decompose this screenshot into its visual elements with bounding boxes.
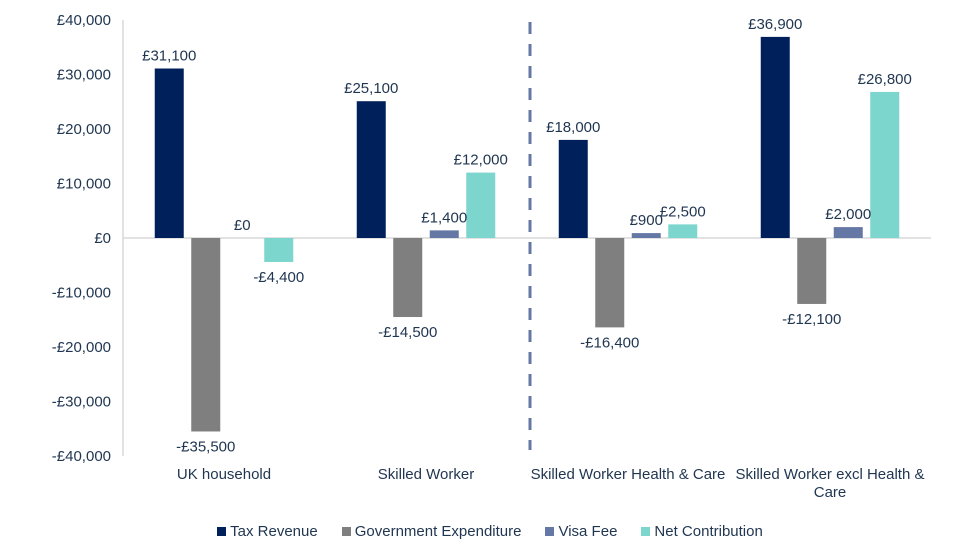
legend-swatch bbox=[341, 527, 351, 536]
data-label: £2,500 bbox=[660, 203, 706, 220]
y-axis-ticks: £40,000 £30,000 £20,000 £10,000 £0 -£10,000 -£… bbox=[52, 12, 111, 465]
category-label: Care bbox=[814, 484, 847, 501]
category-labels: UK household Skilled Worker Skilled Worker… bbox=[177, 466, 925, 501]
legend-label: Net Contribution bbox=[654, 523, 763, 540]
legend-item: Visa Fee bbox=[545, 523, 617, 540]
data-label: -£16,400 bbox=[580, 334, 639, 351]
data-labels: £31,100 £25,100 £18,000 £36,900 -£35,500 -£14… bbox=[142, 16, 912, 456]
y-tick-label: -£20,000 bbox=[52, 339, 111, 356]
bar-net-contribution bbox=[264, 238, 294, 262]
data-label: £12,000 bbox=[454, 152, 508, 169]
data-label: £36,900 bbox=[748, 16, 802, 33]
legend-item: Tax Revenue bbox=[217, 523, 318, 540]
legend-swatch bbox=[641, 527, 651, 536]
legend-item: Net Contribution bbox=[641, 523, 763, 540]
category-label: Skilled Worker Health & Care bbox=[531, 466, 726, 483]
bar-tax-revenue bbox=[154, 68, 184, 238]
legend-item: Government Expenditure bbox=[341, 523, 522, 540]
data-label: £900 bbox=[630, 212, 663, 229]
category-label: Skilled Worker bbox=[378, 466, 474, 483]
data-label: £2,000 bbox=[825, 206, 871, 223]
bar-net-contribution bbox=[668, 224, 698, 238]
data-label: -£12,100 bbox=[782, 311, 841, 328]
data-label: £18,000 bbox=[546, 119, 600, 136]
legend-label: Government Expenditure bbox=[354, 523, 522, 540]
bar-government-expenditure bbox=[191, 238, 221, 432]
data-label: £0 bbox=[234, 217, 251, 234]
y-tick-label: £20,000 bbox=[57, 121, 111, 138]
legend-label: Visa Fee bbox=[558, 523, 618, 540]
y-tick-label: £10,000 bbox=[57, 176, 111, 193]
data-label: £26,800 bbox=[858, 71, 912, 88]
bars bbox=[154, 36, 900, 432]
bar-visa-fee bbox=[833, 227, 863, 238]
category-label: Skilled Worker excl Health & bbox=[736, 466, 925, 483]
legend-swatch bbox=[545, 527, 555, 536]
bar-visa-fee bbox=[631, 233, 661, 238]
category-label: UK household bbox=[177, 466, 271, 483]
legend: Tax Revenue Government Expenditure Visa Fe… bbox=[0, 523, 980, 540]
legend-label: Tax Revenue bbox=[230, 523, 318, 540]
data-label: £31,100 bbox=[142, 48, 196, 65]
legend-swatch bbox=[217, 527, 227, 536]
bar-net-contribution bbox=[870, 91, 900, 238]
data-label: -£4,400 bbox=[253, 269, 304, 286]
y-tick-label: £0 bbox=[94, 230, 111, 247]
bar-tax-revenue bbox=[760, 36, 790, 238]
bar-net-contribution bbox=[466, 172, 496, 238]
data-label: -£14,500 bbox=[378, 324, 437, 341]
bar-government-expenditure bbox=[797, 238, 827, 304]
y-tick-label: -£40,000 bbox=[52, 448, 111, 465]
bar-government-expenditure bbox=[595, 238, 625, 328]
data-label: -£35,500 bbox=[176, 438, 235, 455]
y-tick-label: -£10,000 bbox=[52, 285, 111, 302]
data-label: £1,400 bbox=[421, 209, 467, 226]
y-tick-label: £40,000 bbox=[57, 12, 111, 29]
y-tick-label: -£30,000 bbox=[52, 394, 111, 411]
bar-tax-revenue bbox=[558, 139, 588, 238]
bar-government-expenditure bbox=[393, 238, 423, 318]
bar-visa-fee bbox=[429, 230, 459, 238]
y-tick-label: £30,000 bbox=[57, 67, 111, 84]
bar-tax-revenue bbox=[356, 101, 386, 238]
data-label: £25,100 bbox=[344, 80, 398, 97]
